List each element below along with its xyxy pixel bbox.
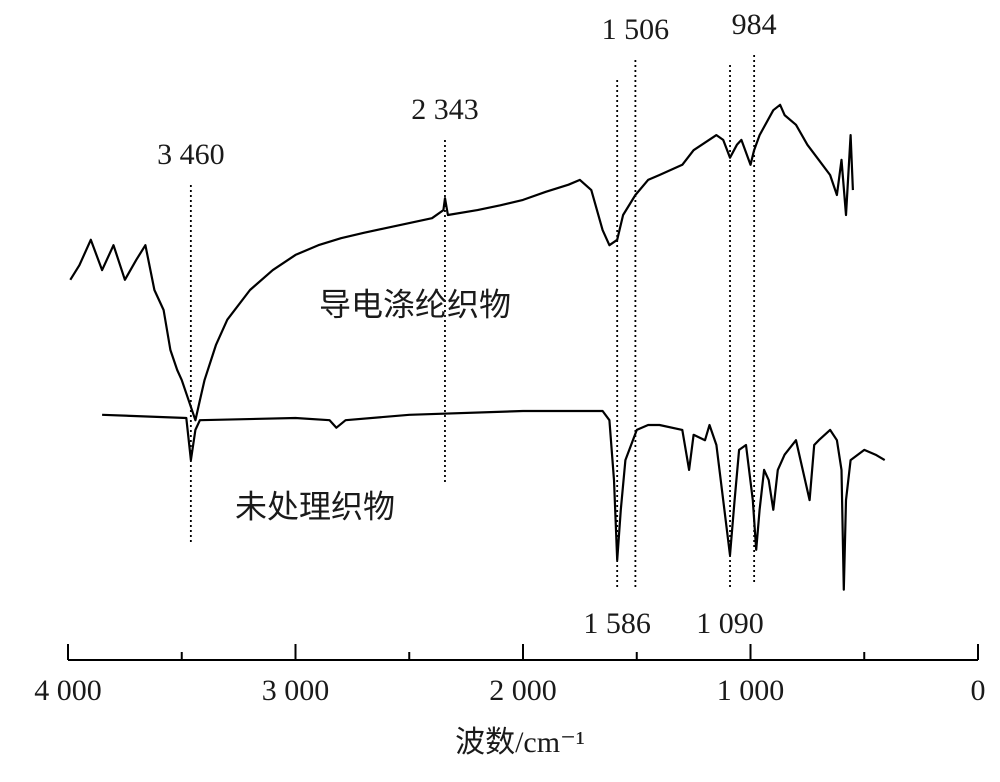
x-tick-label: 2 000: [489, 674, 557, 707]
annotation-label: 1 506: [602, 13, 670, 46]
annotation-label: 1 586: [583, 607, 651, 640]
x-tick-label: 4 000: [34, 674, 102, 707]
spectrum-line: [69, 103, 854, 422]
series-label: 导电涤纶织物: [319, 286, 511, 322]
annotation-label: 3 460: [157, 138, 225, 171]
annotation-label: 1 090: [696, 607, 764, 640]
x-axis-label: 波数/cm⁻¹: [455, 726, 585, 759]
x-tick-label: 0: [971, 674, 986, 707]
annotation-label: 984: [732, 8, 777, 41]
annotation-label: 2 343: [411, 93, 479, 126]
x-tick-label: 3 000: [262, 674, 330, 707]
x-tick-label: 1 000: [717, 674, 785, 707]
spectrum-line: [102, 409, 886, 591]
series-label: 未处理织物: [235, 488, 395, 524]
